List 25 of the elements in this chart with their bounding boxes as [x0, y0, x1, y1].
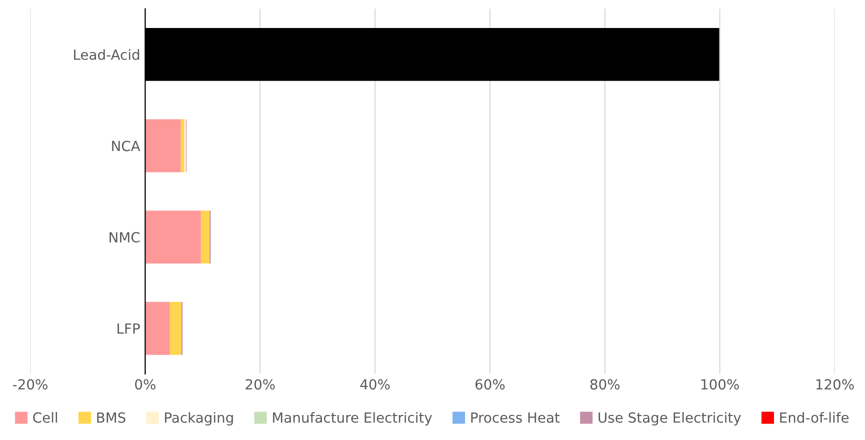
y-tick-label: LFP	[118, 324, 140, 334]
legend-label: Packaging	[165, 412, 233, 426]
legend-label: Cell	[33, 412, 58, 423]
x-tick-label: 60%	[475, 379, 505, 390]
legend-label: Use Stage Electricity	[598, 412, 741, 426]
bar	[145, 210, 201, 264]
x-tick-label: -20%	[13, 379, 48, 390]
bar	[170, 302, 182, 355]
legend-label: Process Heat	[471, 412, 560, 423]
x-tick-label: 120%	[816, 379, 854, 390]
x-tick-label: 40%	[360, 379, 390, 390]
y-tick-label: NCA	[112, 140, 140, 152]
bar	[145, 302, 170, 355]
legend-label: Manufacture Electricity	[273, 412, 432, 426]
x-tick-label: 80%	[590, 379, 620, 390]
x-tick-label: 0%	[135, 379, 156, 390]
x-tick-label: 20%	[246, 379, 275, 390]
bar	[200, 210, 210, 264]
bar	[180, 119, 184, 172]
legend-label: BMS	[97, 412, 126, 423]
x-tick-label: 100%	[701, 379, 739, 390]
y-tick-label: NMC	[110, 232, 140, 243]
legend-label: End-of-life	[780, 412, 849, 423]
bar	[145, 119, 181, 172]
y-tick-label: Lead-Acid	[74, 49, 140, 60]
